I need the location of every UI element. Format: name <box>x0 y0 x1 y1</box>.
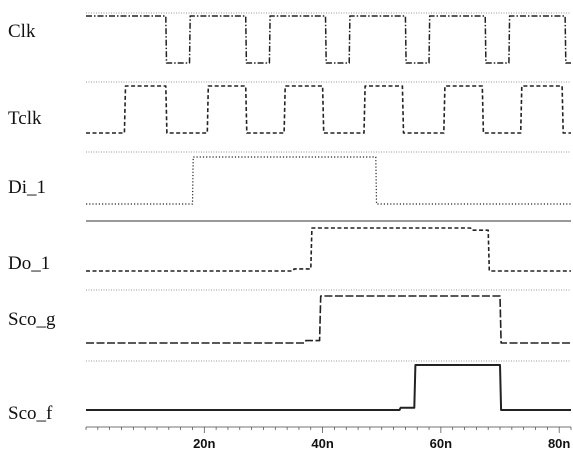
x-tick-label-20n: 20n <box>193 436 215 451</box>
signal-label-sco-g: Sco_g <box>8 309 56 330</box>
signal-label-clk: Clk <box>8 21 36 42</box>
waveform-sco-f <box>86 364 571 411</box>
x-tick-label-80n: 80n <box>548 436 570 451</box>
x-tick-label-40n: 40n <box>311 436 333 451</box>
x-tick-label-60n: 60n <box>430 436 452 451</box>
waveform-sco-g <box>86 295 571 344</box>
waveform-clk <box>86 15 571 64</box>
lane-rules <box>86 12 571 362</box>
signal-label-tclk: Tclk <box>8 108 42 129</box>
signal-label-di-1: Di_1 <box>8 177 46 198</box>
time-axis: 20n 40n 60n 80n <box>85 426 572 451</box>
signal-labels: Clk Tclk Di_1 Do_1 Sco_g Sco_f <box>8 21 56 424</box>
waveform-do-1 <box>86 227 571 272</box>
signal-traces <box>86 15 571 411</box>
signal-label-do-1: Do_1 <box>8 253 50 274</box>
waveform-tclk <box>86 85 571 134</box>
waveform-di-1 <box>86 156 571 205</box>
signal-label-sco-f: Sco_f <box>8 403 53 424</box>
